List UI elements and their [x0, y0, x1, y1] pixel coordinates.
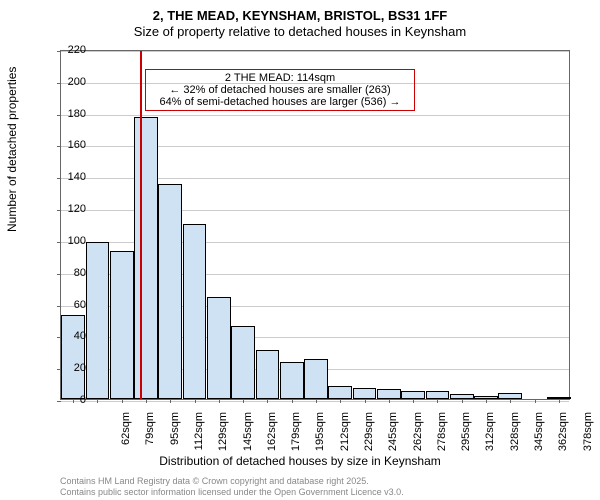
- histogram-bar: [86, 242, 110, 400]
- histogram-bar: [110, 251, 134, 399]
- xtick-label: 229sqm: [363, 412, 375, 462]
- histogram-bar: [426, 391, 450, 399]
- histogram-bar: [134, 117, 158, 399]
- histogram-bar: [183, 224, 207, 399]
- property-marker-line: [140, 51, 142, 399]
- xtick-label: 328sqm: [509, 412, 521, 462]
- xtick-mark: [389, 399, 390, 403]
- xtick-mark: [535, 399, 536, 403]
- histogram-bar: [256, 350, 280, 399]
- xtick-label: 195sqm: [314, 412, 326, 462]
- ytick-label: 160: [46, 139, 86, 151]
- ytick-label: 80: [46, 267, 86, 279]
- xtick-label: 362sqm: [557, 412, 569, 462]
- chart-subtitle: Size of property relative to detached ho…: [0, 24, 600, 39]
- xtick-mark: [170, 399, 171, 403]
- xtick-mark: [97, 399, 98, 403]
- xtick-label: 345sqm: [533, 412, 545, 462]
- histogram-bar: [353, 388, 377, 399]
- xtick-mark: [267, 399, 268, 403]
- ytick-label: 120: [46, 203, 86, 215]
- histogram-bar: [401, 391, 425, 399]
- ytick-label: 20: [46, 362, 86, 374]
- xtick-mark: [122, 399, 123, 403]
- ytick-label: 220: [46, 44, 86, 56]
- gridline: [61, 401, 569, 402]
- gridline: [61, 115, 569, 116]
- xtick-label: 278sqm: [436, 412, 448, 462]
- footer-attribution: Contains HM Land Registry data © Crown c…: [60, 476, 404, 499]
- histogram-bar: [377, 389, 401, 399]
- histogram-bar: [280, 362, 304, 399]
- xtick-label: 145sqm: [242, 412, 254, 462]
- histogram-bar: [304, 359, 328, 399]
- xtick-mark: [510, 399, 511, 403]
- xtick-mark: [292, 399, 293, 403]
- xtick-mark: [486, 399, 487, 403]
- histogram-bar: [61, 315, 85, 399]
- histogram-bar: [158, 184, 182, 399]
- gridline: [61, 51, 569, 52]
- xtick-label: 378sqm: [582, 412, 594, 462]
- xtick-label: 179sqm: [290, 412, 302, 462]
- annotation-line-1: 2 THE MEAD: 114sqm: [150, 72, 410, 84]
- ytick-label: 140: [46, 171, 86, 183]
- ytick-label: 60: [46, 299, 86, 311]
- histogram-bar: [328, 386, 352, 399]
- annotation-line-3: 64% of semi-detached houses are larger (…: [150, 96, 410, 108]
- histogram-bar: [207, 297, 231, 399]
- xtick-label: 112sqm: [193, 412, 205, 462]
- xtick-label: 79sqm: [144, 412, 156, 462]
- xtick-label: 62sqm: [120, 412, 132, 462]
- chart-plot-area: 2 THE MEAD: 114sqm← 32% of detached hous…: [60, 50, 570, 400]
- xtick-mark: [146, 399, 147, 403]
- xtick-mark: [243, 399, 244, 403]
- xtick-mark: [340, 399, 341, 403]
- xtick-mark: [316, 399, 317, 403]
- y-axis-label: Number of detached properties: [5, 67, 19, 232]
- ytick-label: 0: [46, 394, 86, 406]
- ytick-label: 200: [46, 76, 86, 88]
- xtick-mark: [559, 399, 560, 403]
- histogram-bar: [231, 326, 255, 399]
- xtick-label: 295sqm: [460, 412, 472, 462]
- footer-line-2: Contains public sector information licen…: [60, 487, 404, 498]
- xtick-mark: [462, 399, 463, 403]
- xtick-label: 312sqm: [484, 412, 496, 462]
- xtick-mark: [437, 399, 438, 403]
- xtick-label: 95sqm: [169, 412, 181, 462]
- ytick-label: 40: [46, 330, 86, 342]
- xtick-label: 262sqm: [412, 412, 424, 462]
- ytick-label: 100: [46, 235, 86, 247]
- xtick-label: 245sqm: [387, 412, 399, 462]
- xtick-mark: [413, 399, 414, 403]
- xtick-label: 162sqm: [266, 412, 278, 462]
- chart-title: 2, THE MEAD, KEYNSHAM, BRISTOL, BS31 1FF: [0, 8, 600, 23]
- xtick-mark: [219, 399, 220, 403]
- annotation-box: 2 THE MEAD: 114sqm← 32% of detached hous…: [145, 69, 415, 111]
- xtick-label: 129sqm: [217, 412, 229, 462]
- footer-line-1: Contains HM Land Registry data © Crown c…: [60, 476, 404, 487]
- xtick-label: 212sqm: [339, 412, 351, 462]
- ytick-label: 180: [46, 108, 86, 120]
- xtick-mark: [365, 399, 366, 403]
- xtick-mark: [195, 399, 196, 403]
- annotation-line-2: ← 32% of detached houses are smaller (26…: [150, 84, 410, 96]
